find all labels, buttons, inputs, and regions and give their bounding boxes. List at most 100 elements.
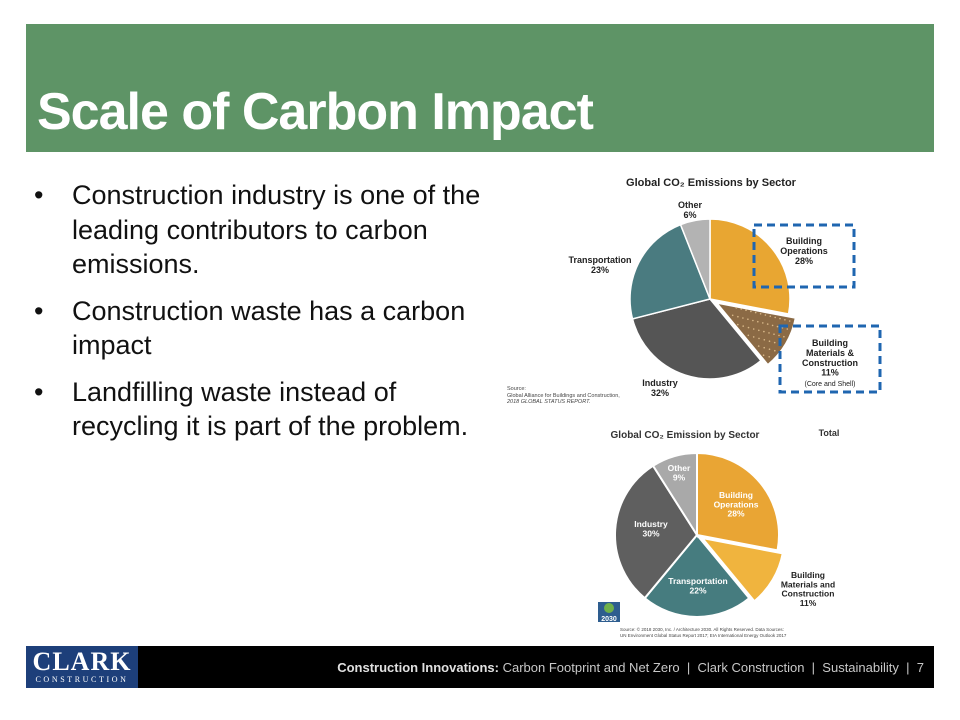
emissions-pie-chart-2: Global CO₂ Emission by Sector Total Buil… <box>590 420 850 640</box>
texture-dot <box>768 348 771 350</box>
texture-dot <box>786 328 789 330</box>
bullet-dot-icon: • <box>34 180 44 210</box>
texture-dot <box>747 318 749 320</box>
source-line: Source: <box>507 386 526 392</box>
bullet-item: • Construction waste has a carbon impact <box>32 294 492 363</box>
emissions-pie-chart-1: Global CO₂ Emissions by Sector Building O… <box>500 168 890 410</box>
pie-slice <box>629 223 712 320</box>
bullet-item: • Construction industry is one of the lea… <box>32 178 492 282</box>
texture-dot <box>771 324 774 327</box>
slice-label-transportation: Transportation 23% <box>568 255 631 275</box>
pie-slice <box>709 218 791 315</box>
texture-dot <box>763 346 765 349</box>
texture-dot <box>776 325 779 328</box>
slice-label-other: Other 9% <box>668 463 691 482</box>
logo-sub-text: CONSTRUCTION <box>35 675 129 684</box>
bullet-text: Landfilling waste instead of recycling i… <box>72 376 469 442</box>
texture-dot <box>773 341 776 344</box>
pie-slice <box>631 298 763 380</box>
footer-caption: Construction Innovations: Carbon Footpri… <box>337 660 924 675</box>
source-line: 2018 GLOBAL STATUS REPORT. <box>507 399 591 405</box>
texture-dot <box>735 307 738 309</box>
chart-1-source: Source: Global Alliance for Buildings an… <box>507 386 647 406</box>
texture-dot <box>731 314 734 317</box>
pie-slice <box>643 533 751 618</box>
texture-dot <box>758 337 760 340</box>
logo-text: 2030 <box>601 616 617 623</box>
source-line: Global Alliance for Buildings and Constr… <box>507 392 620 399</box>
pie-slice <box>651 451 698 539</box>
architecture-2030-logo-icon: 2030 <box>598 602 620 623</box>
pie-slice <box>614 464 699 600</box>
source-line: Source: © 2018 2030, Inc. / Architecture… <box>620 627 784 632</box>
slice-label-building-operations: Building Operations 28% <box>714 490 759 519</box>
pie-chart-2-svg: Global CO₂ Emission by Sector Total Buil… <box>598 428 840 623</box>
texture-dot <box>737 323 739 326</box>
bullet-list: • Construction industry is one of the lea… <box>32 178 492 456</box>
texture-dot <box>745 309 747 311</box>
texture-dot <box>758 329 760 332</box>
bullet-dot-icon: • <box>34 295 44 326</box>
texture-dot <box>778 334 780 337</box>
texture-dot <box>737 315 739 318</box>
logo-main-text: CLARK <box>32 647 132 676</box>
footer-topic: Carbon Footprint and Net Zero <box>502 660 680 675</box>
highlight-box-building-materials <box>778 324 882 394</box>
pie-slice <box>696 451 780 552</box>
texture-dot <box>752 319 754 322</box>
chart-1-title: Global CO₂ Emissions by Sector <box>626 177 797 189</box>
pie-slice <box>699 536 784 603</box>
slice-label-other: Other 6% <box>678 200 703 220</box>
chart-2-title: Global CO₂ Emission by Sector <box>611 430 760 441</box>
texture-dot <box>766 323 769 325</box>
slice-label-note: (Core and Shell) <box>805 381 856 388</box>
texture-dot <box>769 315 772 317</box>
bullet-dot-icon: • <box>34 376 44 407</box>
texture-dot <box>747 334 750 337</box>
title-banner: Scale of Carbon Impact <box>26 24 934 152</box>
texture-dot <box>750 310 752 313</box>
pie-slice <box>714 301 797 366</box>
texture-dot <box>763 339 766 341</box>
slice-label-transportation: Transportation 22% <box>668 576 728 595</box>
footer-separator: | <box>906 660 910 675</box>
texture-dot <box>762 322 764 324</box>
texture-dot <box>752 328 755 330</box>
texture-dot <box>779 317 781 320</box>
texture-dot <box>757 345 760 347</box>
texture-dot <box>740 308 742 310</box>
texture-dot <box>759 313 762 315</box>
texture-dot <box>747 326 750 329</box>
texture-dot <box>752 336 755 338</box>
chart-2-subtitle: Total <box>819 428 840 438</box>
source-line: UN Environment Global Status Report 2017… <box>620 632 787 638</box>
texture-dot <box>768 356 770 358</box>
highlight-box-building-operations <box>752 223 856 289</box>
pie-chart-1-svg: Global CO₂ Emissions by Sector Building O… <box>568 177 882 398</box>
texture-dot <box>742 317 744 319</box>
slice-label-industry: Industry 32% <box>642 378 678 398</box>
clark-logo: CLARK CONSTRUCTION <box>26 646 138 688</box>
chart-2-source: Source: © 2018 2030, Inc. / Architecture… <box>620 627 840 638</box>
slice-label-building-operations: Building Operations 28% <box>780 236 828 266</box>
footer-page-number: 7 <box>916 660 924 675</box>
footer-company: Clark Construction <box>697 660 805 675</box>
texture-dot <box>754 311 757 314</box>
slice-label-industry: Industry 30% <box>634 519 668 538</box>
slide-title: Scale of Carbon Impact <box>37 83 594 141</box>
bullet-text: Construction industry is one of the lead… <box>72 180 481 279</box>
texture-dot <box>742 325 744 327</box>
texture-dot <box>773 333 775 335</box>
slice-label-building-materials: Building Materials and Construction 11% <box>781 570 835 608</box>
texture-dot <box>784 319 786 321</box>
footer-series: Construction Innovations: <box>337 660 499 675</box>
footer-bar: CLARK CONSTRUCTION Construction Innovati… <box>26 646 934 688</box>
footer-separator: | <box>811 660 816 675</box>
texture-dot <box>768 332 770 334</box>
texture-dot <box>788 320 791 322</box>
texture-dot <box>783 335 785 338</box>
pie-slice <box>679 218 711 300</box>
footer-separator: | <box>686 660 691 675</box>
texture-dot <box>768 340 771 342</box>
bullet-text: Construction waste has a carbon impact <box>72 295 466 361</box>
